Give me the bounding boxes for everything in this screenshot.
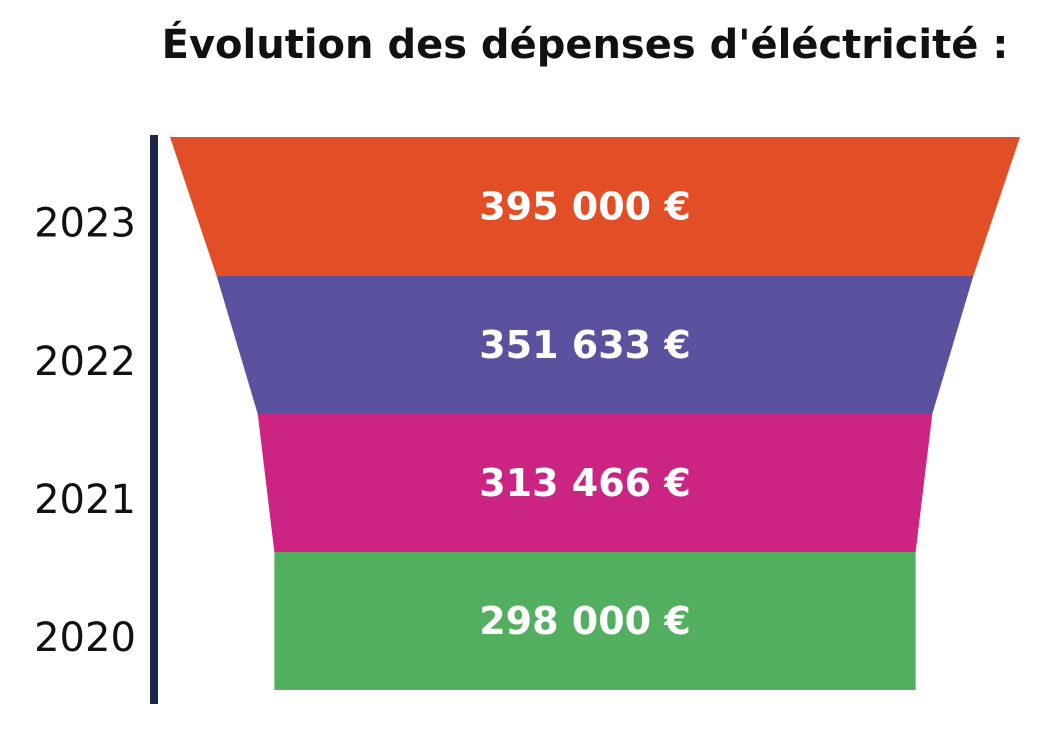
funnel-segment-2021 bbox=[257, 414, 933, 552]
year-labels: 2023 2022 2021 2020 bbox=[34, 201, 136, 662]
year-label-2023: 2023 bbox=[34, 201, 136, 247]
funnel-value-labels: 395 000 € 351 633 € 313 466 € 298 000 € bbox=[479, 185, 691, 644]
year-label-2021: 2021 bbox=[34, 477, 136, 523]
funnel-segment-2023 bbox=[170, 137, 1020, 276]
year-label-2022: 2022 bbox=[34, 339, 136, 385]
chart-title: Évolution des dépenses d'éléctricité : bbox=[161, 22, 1009, 68]
year-label-2020: 2020 bbox=[34, 615, 136, 661]
funnel-segment-2022 bbox=[216, 276, 974, 414]
funnel-segment-2020 bbox=[274, 552, 916, 690]
value-label-2020: 298 000 € bbox=[479, 599, 691, 643]
value-label-2021: 313 466 € bbox=[479, 461, 691, 505]
value-label-2023: 395 000 € bbox=[479, 185, 691, 229]
funnel-segments bbox=[170, 137, 1020, 690]
value-label-2022: 351 633 € bbox=[479, 323, 691, 367]
